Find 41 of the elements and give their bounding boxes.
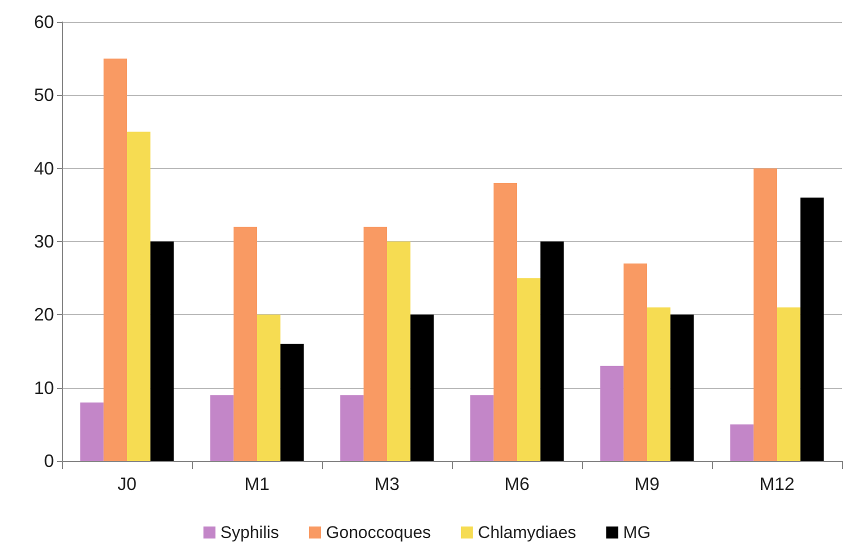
y-tick-label: 30: [34, 232, 54, 252]
bar: [494, 182, 517, 461]
legend-label: MG: [623, 523, 651, 542]
bar: [364, 226, 387, 461]
y-tick-label: 10: [34, 378, 54, 398]
bar: [730, 424, 754, 461]
bar: [624, 263, 647, 461]
bar: [777, 307, 800, 461]
bar: [234, 226, 257, 461]
bar: [517, 278, 540, 461]
bar: [340, 395, 364, 461]
y-tick-label: 20: [34, 304, 54, 325]
x-tick-label: M9: [634, 474, 660, 494]
bar: [210, 395, 234, 461]
legend-label: Syphilis: [220, 523, 280, 542]
bar: [540, 242, 564, 461]
bar: [410, 314, 434, 461]
bar: [80, 402, 104, 461]
bar: [127, 132, 150, 461]
y-tick-label: 60: [34, 12, 54, 32]
bar: [670, 314, 694, 461]
y-tick-label: 50: [34, 85, 54, 106]
bar: [280, 344, 304, 461]
bar: [104, 58, 127, 461]
legend-label: Gonoccoques: [326, 523, 431, 542]
bar: [600, 366, 624, 461]
bar: [647, 307, 670, 461]
x-tick-label: J0: [117, 474, 137, 494]
bar: [754, 168, 777, 461]
x-tick-label: M6: [504, 474, 530, 494]
bar: [387, 242, 410, 461]
x-tick-label: M1: [244, 474, 270, 494]
y-tick-label: 0: [44, 451, 54, 471]
bar: [257, 314, 280, 461]
y-tick-label: 40: [34, 158, 54, 178]
x-tick-label: M12: [759, 474, 795, 494]
bar: [800, 198, 824, 461]
bar: [150, 242, 174, 461]
x-tick-label: M3: [374, 474, 400, 494]
legend-label: Chlamydiaes: [478, 523, 576, 542]
bar: [470, 395, 494, 461]
